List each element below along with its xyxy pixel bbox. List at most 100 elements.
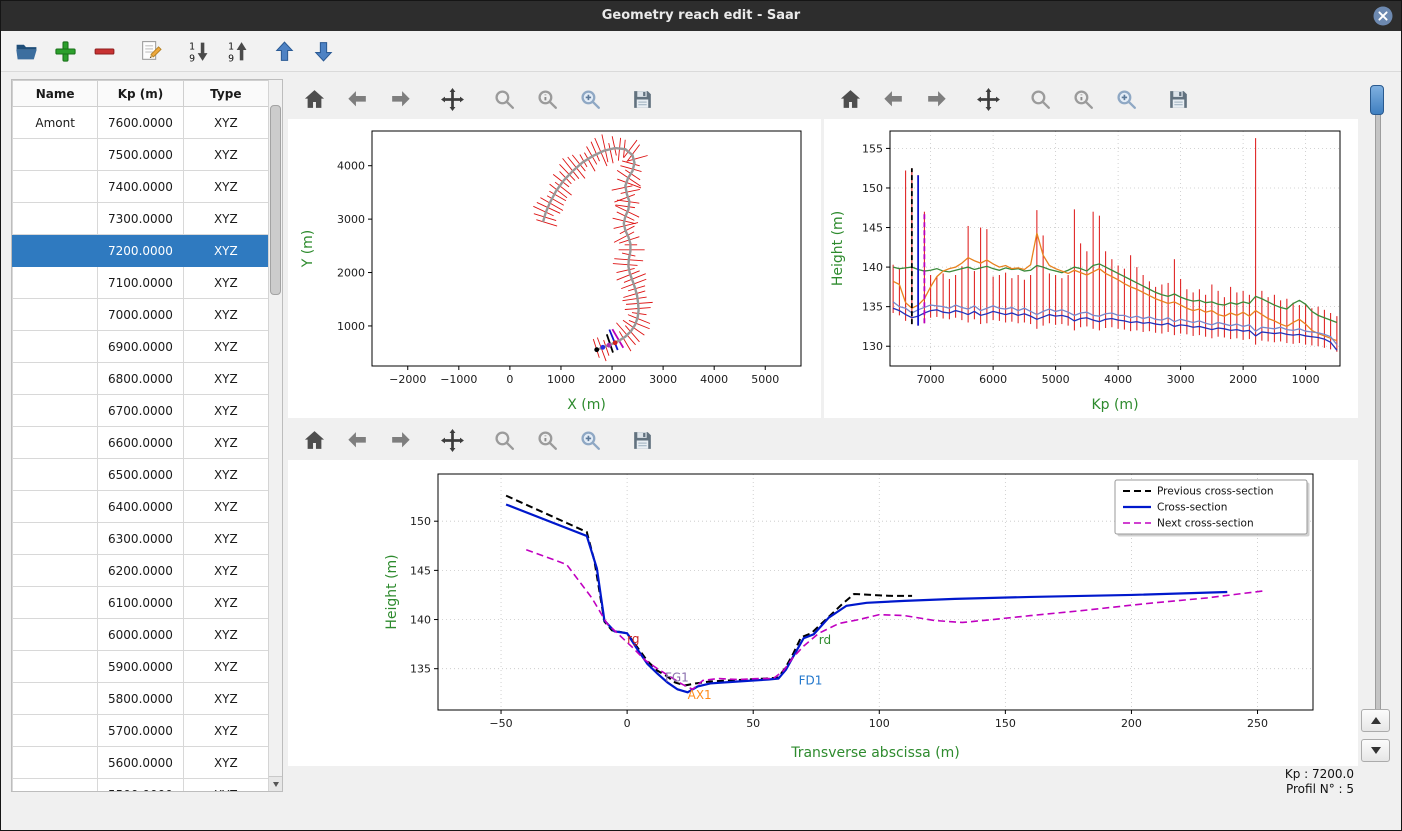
customize-button[interactable] xyxy=(576,426,606,456)
svg-text:150: 150 xyxy=(862,182,883,195)
table-cell: 5900.0000 xyxy=(97,650,184,683)
long-profile-canvas[interactable]: 7000 6000 5000 4000 3000 2000 1000 130 135 140 145… xyxy=(824,119,1358,418)
table-cell xyxy=(12,522,99,555)
remove-button[interactable] xyxy=(89,35,121,67)
table-scrollbar[interactable] xyxy=(268,80,282,791)
table-cell: XYZ xyxy=(182,714,270,747)
pan-button[interactable] xyxy=(438,85,468,115)
svg-text:2000: 2000 xyxy=(1229,373,1257,386)
table-scrollbar-down-button[interactable] xyxy=(269,776,282,791)
subplots-button[interactable] xyxy=(1069,85,1099,115)
column-header[interactable]: Name xyxy=(12,80,99,107)
home-button[interactable] xyxy=(836,85,866,115)
back-button[interactable] xyxy=(879,85,909,115)
move-up-button[interactable] xyxy=(269,35,301,67)
svg-text:rg: rg xyxy=(627,632,639,646)
svg-text:5000: 5000 xyxy=(1042,373,1070,386)
table-cell: XYZ xyxy=(182,522,270,555)
column-header[interactable]: Type xyxy=(182,80,270,107)
table-cell: 6200.0000 xyxy=(97,554,184,587)
customize-button[interactable] xyxy=(576,85,606,115)
table-cell: XYZ xyxy=(182,266,270,299)
table-cell: XYZ xyxy=(182,298,270,331)
pan-button[interactable] xyxy=(438,426,468,456)
cross-section-figure-toolbar xyxy=(290,422,832,459)
table-cell: XYZ xyxy=(182,458,270,491)
table-row[interactable]: 5700.0000 XYZ xyxy=(12,714,270,747)
status-profil-label: Profil N° : 5 xyxy=(1285,782,1354,796)
table-scrollbar-thumb[interactable] xyxy=(270,105,281,295)
arrow-right-icon xyxy=(928,91,946,107)
profile-slider[interactable] xyxy=(1370,85,1384,715)
table-row[interactable]: 6600.0000 XYZ xyxy=(12,426,270,459)
slider-handle[interactable] xyxy=(1370,85,1384,115)
table-row[interactable]: 7100.0000 XYZ xyxy=(12,266,270,299)
cross-section-list-panel: Name Kp (m) Type Amont 7600.0000 XYZ 7500.0000… xyxy=(11,79,283,792)
svg-text:Height (m): Height (m) xyxy=(384,554,400,629)
profile-up-button[interactable] xyxy=(1361,709,1390,732)
zoom-button[interactable] xyxy=(490,426,520,456)
save-button[interactable] xyxy=(628,426,658,456)
zoom-button[interactable] xyxy=(1026,85,1056,115)
table-row[interactable]: 5600.0000 XYZ xyxy=(12,746,270,779)
table-cell xyxy=(12,746,99,779)
table-row[interactable]: 6900.0000 XYZ xyxy=(12,330,270,363)
save-floppy-icon xyxy=(1170,91,1187,108)
table-cell xyxy=(12,586,99,619)
svg-text:X (m): X (m) xyxy=(567,397,606,413)
pan-button[interactable] xyxy=(974,85,1004,115)
table-cell xyxy=(12,778,99,791)
table-row[interactable]: Amont 7600.0000 XYZ xyxy=(12,106,270,139)
back-button[interactable] xyxy=(343,426,373,456)
open-button[interactable] xyxy=(11,35,43,67)
table-row[interactable]: 6100.0000 XYZ xyxy=(12,586,270,619)
sort-descending-button[interactable]: 1 9 xyxy=(183,35,215,67)
table-cell xyxy=(12,330,99,363)
back-button[interactable] xyxy=(343,85,373,115)
zoom-button[interactable] xyxy=(490,85,520,115)
profile-down-button[interactable] xyxy=(1361,739,1390,762)
table-row[interactable]: 6800.0000 XYZ xyxy=(12,362,270,395)
close-button[interactable] xyxy=(1372,5,1394,27)
table-cell: 7300.0000 xyxy=(97,202,184,235)
table-row[interactable]: 6700.0000 XYZ xyxy=(12,394,270,427)
forward-button[interactable] xyxy=(386,85,416,115)
customize-button[interactable] xyxy=(1112,85,1142,115)
plan-canvas[interactable]: −2000 −1000 0 1000 2000 3000 4000 5000 1000 2000 3… xyxy=(288,119,821,418)
table-cell: 6400.0000 xyxy=(97,490,184,523)
table-row[interactable]: 6500.0000 XYZ xyxy=(12,458,270,491)
table-row[interactable]: 7500.0000 XYZ xyxy=(12,138,270,171)
forward-button[interactable] xyxy=(386,426,416,456)
edit-button[interactable] xyxy=(136,35,168,67)
svg-text:−2000: −2000 xyxy=(389,373,426,386)
main-toolbar: 1 9 1 9 xyxy=(1,31,1401,72)
save-button[interactable] xyxy=(1164,85,1194,115)
svg-text:1000: 1000 xyxy=(547,373,575,386)
add-button[interactable] xyxy=(50,35,82,67)
arrow-left-icon xyxy=(348,432,366,448)
cross-section-canvas[interactable]: −50 0 50 100 150 200 250 135 140 145 150 Transverse… xyxy=(288,460,1358,766)
table-row[interactable]: 7400.0000 XYZ xyxy=(12,170,270,203)
save-button[interactable] xyxy=(628,85,658,115)
subplots-button[interactable] xyxy=(533,85,563,115)
table-row[interactable]: 6200.0000 XYZ xyxy=(12,554,270,587)
table-row[interactable]: 7200.0000 XYZ xyxy=(12,234,270,267)
minus-icon xyxy=(94,47,115,55)
column-header[interactable]: Kp (m) xyxy=(97,80,184,107)
table-row[interactable]: 6000.0000 XYZ xyxy=(12,618,270,651)
svg-text:−50: −50 xyxy=(489,717,512,730)
home-button[interactable] xyxy=(300,426,330,456)
table-row[interactable]: 6300.0000 XYZ xyxy=(12,522,270,555)
sort-ascending-button[interactable]: 1 9 xyxy=(222,35,254,67)
table-row[interactable]: 6400.0000 XYZ xyxy=(12,490,270,523)
svg-text:3000: 3000 xyxy=(337,213,365,226)
table-row[interactable]: 7300.0000 XYZ xyxy=(12,202,270,235)
table-row[interactable]: 7000.0000 XYZ xyxy=(12,298,270,331)
table-row[interactable]: 5900.0000 XYZ xyxy=(12,650,270,683)
subplots-button[interactable] xyxy=(533,426,563,456)
forward-button[interactable] xyxy=(922,85,952,115)
move-down-button[interactable] xyxy=(308,35,340,67)
home-button[interactable] xyxy=(300,85,330,115)
table-row[interactable]: 5800.0000 XYZ xyxy=(12,682,270,715)
